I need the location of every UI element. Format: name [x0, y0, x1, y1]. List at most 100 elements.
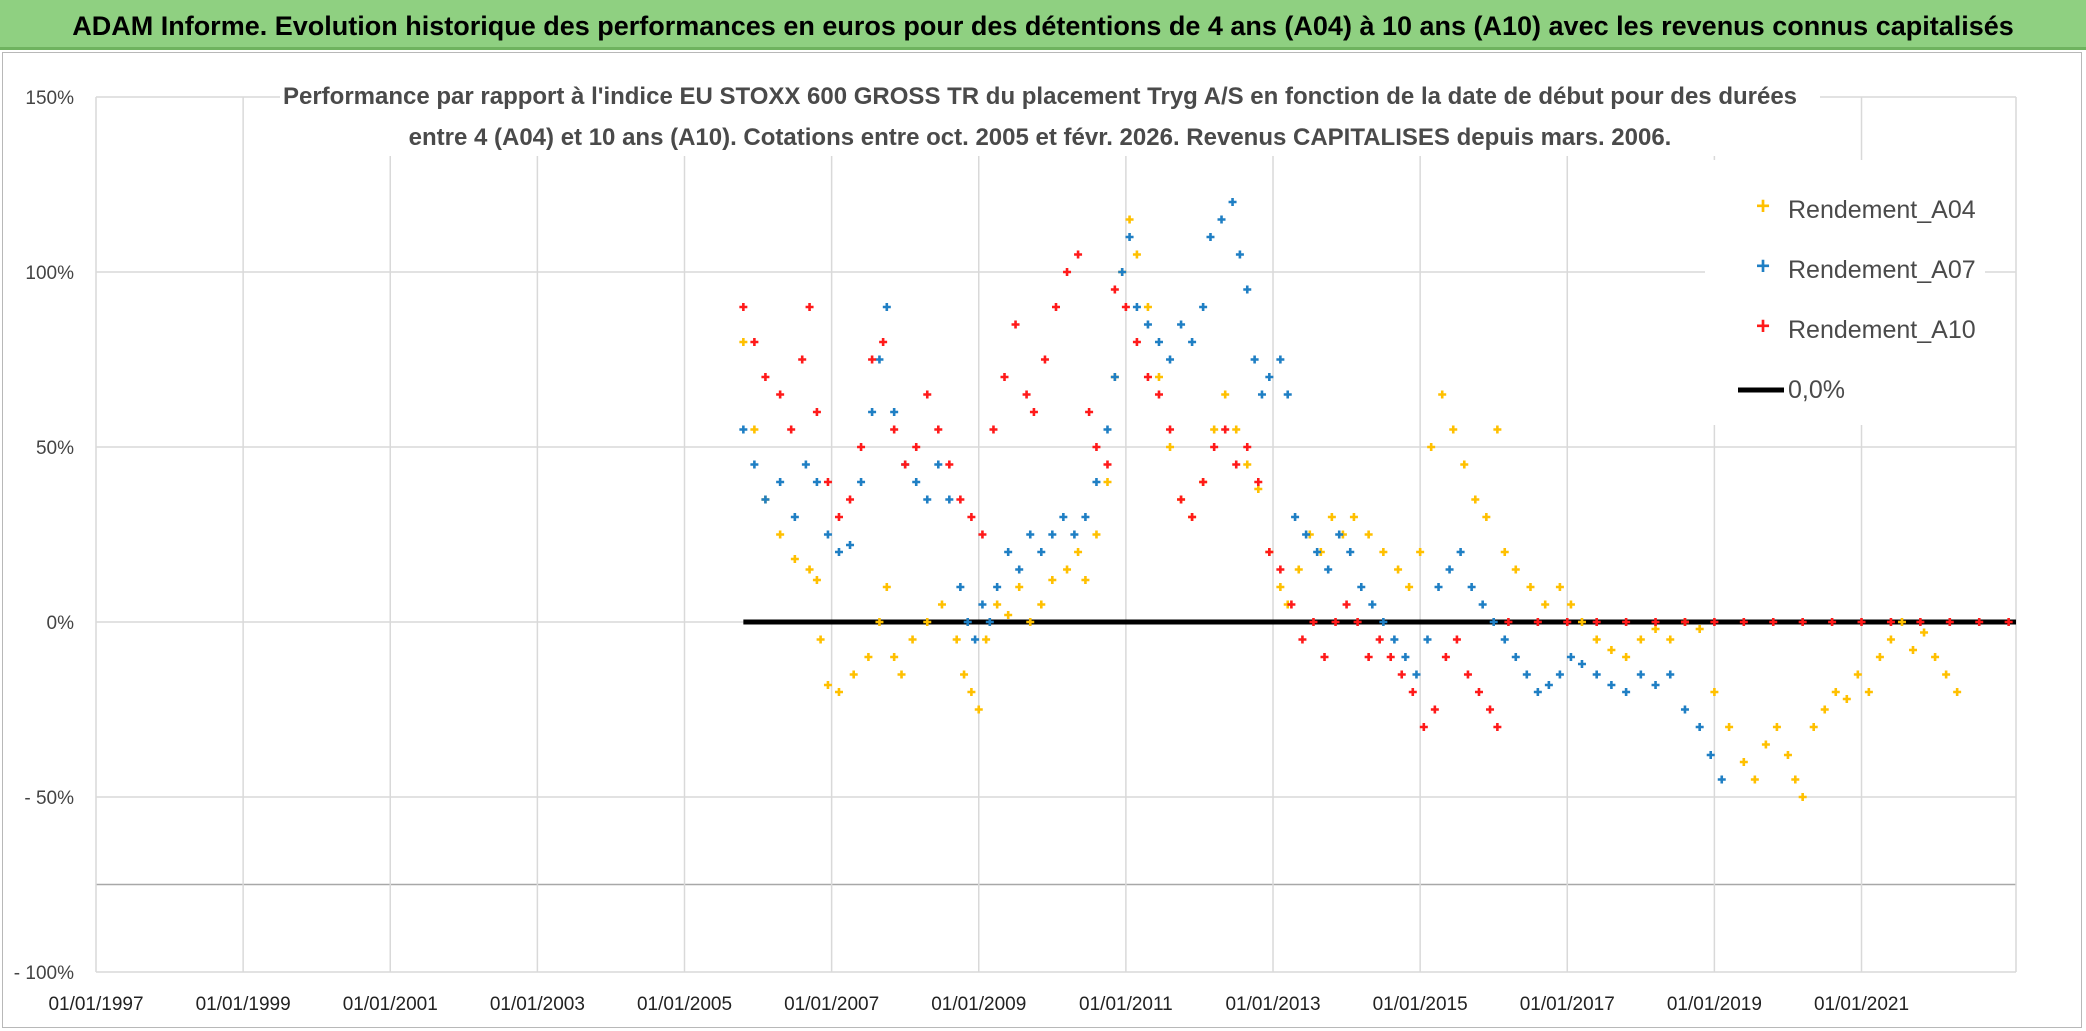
rendement-a04-point-77 [1577, 618, 1586, 626]
rendement-a10-point-48 [1254, 478, 1263, 486]
rendement-a04-point-17 [923, 618, 932, 626]
rendement-a07-point-51 [1250, 355, 1259, 364]
rendement-a07-point-88 [1666, 670, 1675, 679]
rendement-a10-point-57 [1353, 618, 1362, 626]
rendement-a10-point-44 [1210, 443, 1219, 451]
rendement-a04-point-18 [937, 600, 946, 609]
rendement-a07-point-63 [1368, 600, 1377, 609]
x-tick-label-5: 01/01/2007 [784, 994, 879, 1015]
rendement-a04-point-59 [1364, 530, 1373, 539]
rendement-a10-point-49 [1265, 548, 1274, 556]
rendement-a10-point-45 [1221, 425, 1230, 434]
rendement-a04-point-61 [1394, 565, 1403, 574]
rendement-a04-point-53 [1294, 565, 1303, 574]
rendement-a10-point-60 [1386, 653, 1395, 661]
rendement-a10-point-28 [1040, 355, 1049, 364]
rendement-a04-point-48 [1243, 460, 1252, 469]
rendement-a10-point-4 [787, 425, 796, 434]
rendement-a10-point-12 [868, 355, 877, 364]
rendement-a07-point-0 [739, 425, 748, 434]
rendement-a10-point-6 [805, 303, 814, 311]
rendement-a07-point-57 [1302, 530, 1311, 539]
rendement-a04-point-69 [1482, 513, 1491, 521]
rendement-a04-point-99 [1853, 670, 1862, 679]
rendement-a10-point-27 [1029, 408, 1038, 416]
rendement-a04-point-95 [1809, 723, 1818, 731]
x-tick-label-4: 01/01/2005 [637, 994, 732, 1015]
rendement-a07-point-47 [1217, 215, 1226, 224]
rendement-a10-point-5 [798, 355, 807, 364]
rendement-a10-point-11 [857, 443, 866, 451]
rendement-a04-point-12 [875, 618, 884, 626]
rendement-a07-point-7 [823, 530, 832, 539]
rendement-a07-point-74 [1489, 618, 1498, 626]
rendement-a07-point-54 [1276, 355, 1285, 364]
rendement-a10-point-63 [1419, 723, 1428, 731]
rendement-a04-point-93 [1791, 775, 1800, 784]
rendement-a07-point-39 [1132, 303, 1141, 311]
x-tick-label-8: 01/01/2013 [1225, 994, 1320, 1015]
rendement-a04-point-102 [1886, 635, 1895, 644]
rendement-a04-point-30 [1063, 565, 1072, 574]
rendement-a04-point-3 [776, 530, 785, 539]
legend-label-a07: Rendement_A07 [1788, 256, 1976, 284]
rendement-a04-point-75 [1555, 583, 1564, 591]
rendement-a10-point-56 [1342, 600, 1351, 609]
rendement-a07-point-90 [1695, 723, 1704, 731]
rendement-a10-point-0 [739, 303, 748, 311]
rendement-a04-point-92 [1783, 751, 1792, 759]
rendement-a07-point-28 [1026, 530, 1035, 539]
rendement-a10-point-68 [1474, 688, 1483, 696]
rendement-a07-point-20 [956, 583, 965, 591]
rendement-a04-point-4 [790, 555, 799, 563]
x-tick-label-12: 01/01/2021 [1814, 994, 1909, 1015]
rendement-a10-point-7 [812, 408, 821, 416]
rendement-a07-point-55 [1283, 390, 1292, 399]
rendement-a10-point-53 [1309, 618, 1318, 626]
rendement-a07-point-41 [1154, 338, 1163, 346]
rendement-a07-point-89 [1680, 705, 1689, 714]
rendement-a07-point-11 [868, 408, 877, 416]
legend-marker-a04: + [1756, 193, 1770, 220]
rendement-a07-point-50 [1243, 285, 1252, 294]
rendement-a04-point-1 [750, 425, 759, 434]
x-tick-label-1: 01/01/1999 [196, 994, 291, 1015]
rendement-a07-point-21 [963, 618, 972, 626]
rendement-a10-point-23 [989, 425, 998, 434]
rendement-a04-point-97 [1831, 688, 1840, 696]
rendement-a10-point-81 [1798, 618, 1807, 626]
rendement-a10-point-75 [1622, 618, 1631, 626]
rendement-a07-point-61 [1346, 548, 1355, 556]
rendement-a10-point-79 [1739, 618, 1748, 626]
rendement-a10-point-88 [2004, 618, 2013, 626]
rendement-a04-point-101 [1875, 653, 1884, 661]
legend-marker-a07: + [1756, 253, 1770, 280]
x-axis-ticks: 01/01/1997 01/01/1999 01/01/2001 01/01/2003… [48, 994, 1909, 1015]
legend: + Rendement_A04 + Rendement_A07 + Rendem… [1705, 160, 1985, 425]
rendement-a04-point-80 [1622, 653, 1631, 661]
rendement-a07-point-62 [1357, 583, 1366, 591]
legend-label-a04: Rendement_A04 [1788, 196, 1976, 224]
chart-title-background [280, 74, 1820, 156]
rendement-a10-point-78 [1710, 618, 1719, 626]
y-tick-label-5: - 100% [14, 963, 74, 984]
rendement-a04-point-79 [1607, 646, 1616, 654]
rendement-a04-point-60 [1379, 548, 1388, 556]
rendement-a07-point-73 [1478, 600, 1487, 609]
rendement-a04-point-94 [1798, 793, 1807, 801]
rendement-a04-point-15 [897, 670, 906, 679]
rendement-a10-point-14 [890, 425, 899, 434]
rendement-a04-point-74 [1541, 600, 1550, 609]
rendement-a07-point-36 [1110, 373, 1119, 381]
rendement-a04-point-63 [1416, 548, 1425, 556]
y-tick-label-3: 0% [47, 613, 75, 634]
rendement-a04-point-19 [952, 635, 961, 644]
rendement-a07-point-1 [750, 460, 759, 469]
rendement-a07-point-52 [1257, 390, 1266, 399]
rendement-a10-point-9 [834, 513, 843, 521]
rendement-a10-point-39 [1154, 390, 1163, 399]
rendement-a04-point-23 [982, 635, 991, 644]
rendement-a04-point-46 [1221, 390, 1230, 399]
rendement-a04-point-107 [1942, 670, 1951, 679]
x-tick-label-0: 01/01/1997 [48, 994, 143, 1015]
